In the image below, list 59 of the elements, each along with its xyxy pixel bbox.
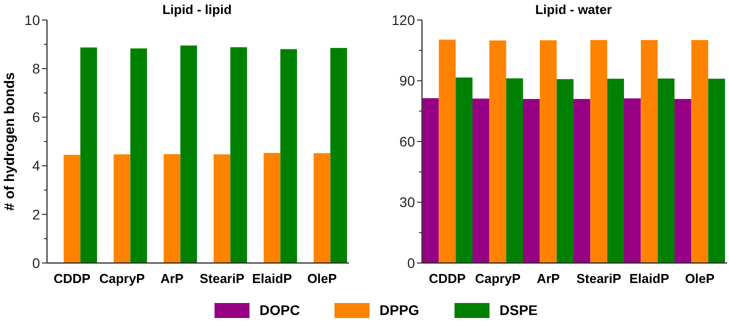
x-tick-label: CapryP [99, 271, 146, 286]
x-tick-label: SteariP [576, 271, 622, 286]
bar [658, 78, 674, 263]
bar [180, 46, 197, 263]
bar [280, 49, 297, 263]
bar [214, 154, 230, 263]
y-axis-title: # of hydrogen bonds [1, 72, 17, 211]
x-tick-label: ElaidP [252, 271, 292, 286]
bar [506, 78, 523, 263]
y-tick-label: 90 [399, 72, 416, 89]
y-tick-label: 60 [399, 133, 416, 150]
bar [640, 40, 658, 263]
y-tick-label: 6 [32, 109, 40, 126]
x-tick-label: CDDP [54, 271, 91, 286]
y-tick-label: 4 [32, 158, 40, 174]
bar [489, 40, 506, 263]
y-tick-label: 0 [32, 254, 40, 271]
y-tick-label: 8 [32, 60, 40, 76]
bar [80, 47, 97, 263]
bar [674, 98, 692, 263]
legend-label: DSPE [500, 302, 538, 318]
bar [472, 98, 490, 263]
x-tick-label: OleP [684, 271, 715, 286]
x-tick-label: CDDP [428, 271, 466, 286]
bar [164, 154, 180, 263]
chart-title: Lipid - lipid [162, 2, 232, 17]
bar [314, 153, 330, 263]
bar [523, 98, 540, 263]
bar [64, 154, 80, 263]
bar [590, 40, 608, 263]
bar [456, 78, 472, 263]
y-tick-label: 10 [24, 12, 40, 28]
bar [708, 78, 725, 263]
bar [130, 48, 147, 263]
bar [540, 40, 557, 263]
bar [264, 152, 280, 263]
x-tick-label: OleP [307, 271, 338, 286]
y-tick-label: 2 [32, 206, 40, 222]
x-tick-label: CapryP [474, 271, 521, 286]
bar [230, 47, 247, 263]
bar [330, 48, 347, 263]
x-tick-label: ArP [536, 271, 560, 286]
legend-label: DOPC [260, 302, 300, 318]
x-tick-label: ArP [160, 271, 184, 286]
legend-label: DPPG [380, 302, 420, 318]
chart-title: Lipid - water [535, 2, 612, 17]
bar [438, 40, 456, 263]
y-tick-label: 30 [399, 194, 416, 210]
y-tick-label: 0 [407, 254, 416, 271]
bar [691, 40, 708, 263]
bar [114, 154, 130, 263]
bar [607, 78, 624, 263]
bar [574, 98, 590, 263]
bar [556, 79, 574, 263]
bar [422, 98, 439, 263]
x-tick-label: SteariP [200, 271, 245, 286]
x-tick-label: ElaidP [629, 271, 670, 286]
y-tick-label: 120 [392, 12, 416, 28]
bar [624, 98, 641, 263]
